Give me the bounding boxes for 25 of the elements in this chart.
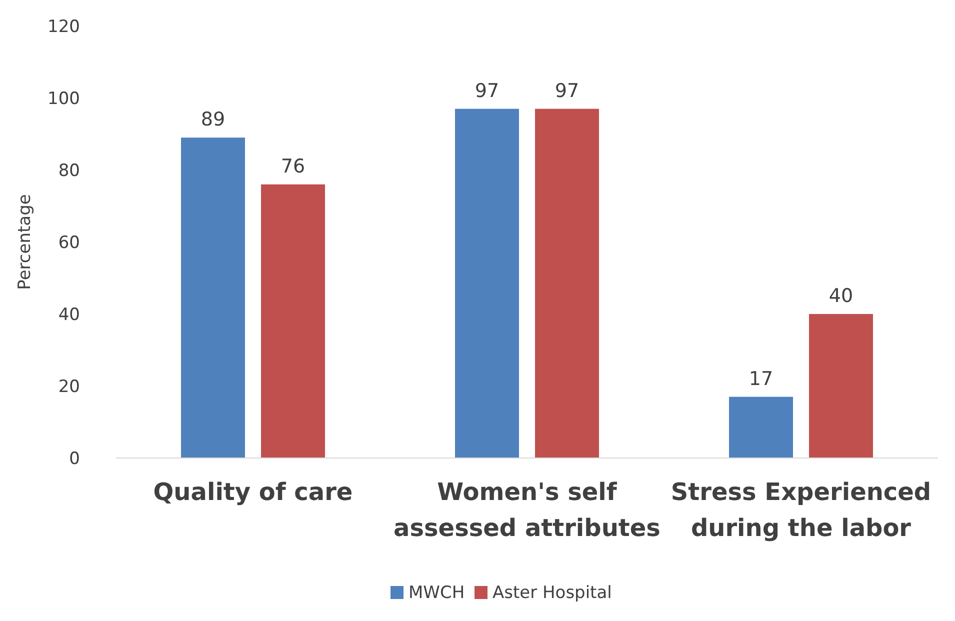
data-label: 97 — [554, 80, 580, 102]
legend-label: Aster Hospital — [492, 583, 612, 603]
y-tick-label: 20 — [58, 376, 80, 397]
y-tick-label: 40 — [58, 304, 80, 325]
x-tick-label: Stress Experienced during the labor — [670, 478, 932, 542]
y-tick-label: 0 — [69, 448, 80, 469]
y-axis-title: Percentage — [15, 194, 35, 290]
bar — [455, 108, 519, 458]
bar — [809, 314, 873, 458]
bar — [181, 138, 245, 458]
x-tick-label: Women's self assessed attributes — [394, 478, 660, 542]
bar — [729, 396, 793, 458]
y-tick-label: 120 — [48, 16, 80, 37]
bar — [261, 184, 325, 458]
data-label: 17 — [748, 368, 774, 390]
data-label: 97 — [474, 80, 500, 102]
data-label: 76 — [280, 155, 306, 178]
y-tick-label: 80 — [58, 160, 80, 181]
data-label: 40 — [828, 285, 854, 307]
data-label: 89 — [200, 108, 226, 131]
y-tick-label: 100 — [48, 88, 80, 109]
bar — [535, 108, 599, 458]
x-tick-label: Quality of care — [153, 478, 353, 506]
legend-label: MWCH — [408, 583, 465, 603]
y-tick-label: 60 — [58, 232, 80, 253]
